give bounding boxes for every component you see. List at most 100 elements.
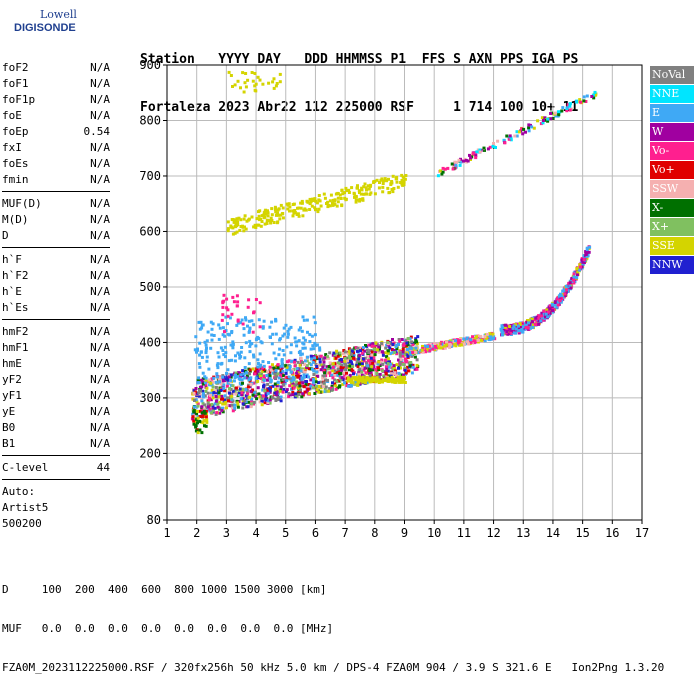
echo-point [279, 399, 283, 403]
echo-point [214, 385, 218, 389]
echo-point [344, 186, 348, 190]
echo-point [483, 339, 487, 343]
echo-point [200, 405, 204, 409]
echo-point [236, 401, 240, 405]
echo-point [253, 88, 257, 92]
echo-point [258, 364, 262, 368]
echo-point [268, 388, 272, 392]
echo-point [357, 380, 361, 384]
echo-point [439, 340, 443, 344]
echo-point [293, 384, 297, 388]
echo-point [313, 321, 317, 325]
echo-point [231, 346, 235, 350]
echo-point [532, 126, 536, 130]
echo-point [219, 382, 223, 386]
echo-point [237, 216, 241, 220]
echo-point [336, 200, 340, 204]
echo-point [247, 217, 251, 221]
echo-point [388, 191, 392, 194]
echo-point [439, 346, 443, 350]
echo-point [429, 347, 433, 351]
echo-point [527, 126, 531, 130]
echo-point [221, 301, 225, 305]
param-value: 0.54 [83, 125, 111, 138]
echo-point [234, 371, 238, 375]
param-row: yE N/A [2, 404, 110, 420]
echo-point [227, 399, 230, 403]
echo-point [282, 353, 286, 357]
echo-point [236, 351, 240, 355]
echo-point [557, 113, 561, 117]
echo-point [338, 372, 342, 376]
echo-point [319, 204, 323, 208]
echo-point [328, 351, 332, 355]
param-label: D [2, 229, 9, 242]
echo-point [323, 196, 327, 200]
echo-point [218, 400, 222, 404]
param-label: hmE [2, 357, 22, 370]
echo-point [337, 369, 341, 373]
echo-point [286, 332, 290, 336]
echo-point [569, 286, 573, 290]
param-value: N/A [90, 197, 110, 210]
echo-point [333, 353, 337, 357]
echo-point [315, 388, 319, 392]
echo-point [512, 331, 516, 335]
echo-point [405, 338, 409, 342]
echo-point [290, 359, 293, 363]
echo-point [424, 350, 427, 354]
echo-point [261, 325, 265, 329]
echo-point [246, 385, 250, 389]
echo-point [385, 355, 389, 359]
footer-file-info: FZA0M_2023112225000.RSF / 320fx256h 50 k… [2, 661, 665, 674]
echo-point [222, 353, 226, 357]
echo-point [462, 337, 466, 341]
echo-point [297, 214, 301, 218]
echo-point [293, 211, 297, 215]
echo-point [370, 365, 374, 369]
echo-point [377, 186, 381, 190]
echo-point [358, 191, 361, 194]
echo-point [277, 376, 281, 380]
echo-point [205, 418, 209, 422]
echo-point [268, 376, 272, 380]
echo-point [227, 375, 231, 379]
echo-point [240, 391, 244, 395]
echo-point [331, 388, 335, 391]
echo-point [287, 375, 291, 379]
echo-point [196, 429, 200, 432]
echo-point [342, 349, 346, 352]
echo-point [193, 348, 197, 352]
echo-point [325, 389, 329, 393]
echo-point [338, 193, 342, 197]
echo-point [558, 298, 562, 302]
echo-point [244, 341, 248, 345]
echo-point [266, 214, 270, 218]
echo-point [196, 421, 199, 425]
echo-point [239, 387, 242, 391]
echo-point [270, 213, 274, 217]
echo-point [209, 320, 213, 324]
echo-point [406, 343, 410, 347]
echo-point [235, 294, 239, 298]
param-row: foE N/A [2, 108, 110, 124]
param-separator [2, 247, 110, 248]
echo-point [275, 390, 279, 394]
echo-point [252, 353, 255, 357]
echo-point [563, 292, 567, 296]
echo-point [508, 325, 512, 328]
echo-point [236, 319, 240, 323]
echo-point [262, 364, 266, 368]
echo-point [381, 380, 384, 384]
echo-point [318, 360, 322, 364]
echo-point [299, 201, 303, 205]
echo-point [340, 376, 344, 380]
echo-point [253, 223, 257, 227]
echo-point [268, 325, 272, 329]
x-tick-label: 15 [575, 526, 589, 540]
echo-point [280, 359, 284, 363]
echo-point [210, 383, 214, 387]
echo-point [537, 314, 541, 318]
echo-point [381, 182, 385, 185]
echo-point [256, 379, 260, 383]
